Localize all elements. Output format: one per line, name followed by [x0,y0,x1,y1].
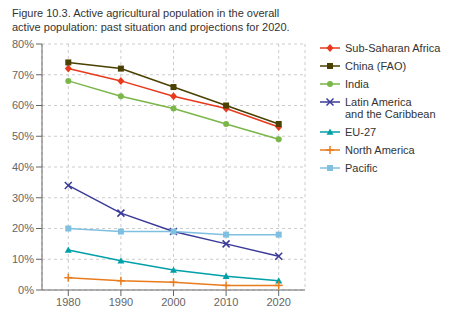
html-text:Figure 10.3. Active agricultur: Figure 10.3. Active agricultural populat… [12,7,280,19]
svg-text:0%: 0% [18,284,34,296]
svg-text:50%: 50% [12,130,34,142]
svg-text:1980: 1980 [56,296,80,308]
html-text:active population: past situat: active population: past situation and pr… [12,21,290,33]
html-text:Pacific: Pacific [345,162,378,174]
html-text:Latin America: Latin America [345,96,412,108]
html-text:North America: North America [345,144,415,156]
html-text:China (FAO): China (FAO) [345,60,407,72]
svg-text:30%: 30% [12,192,34,204]
html-text:EU-27: EU-27 [345,126,377,138]
html-text:India: India [345,78,369,90]
svg-text:10%: 10% [12,253,34,265]
svg-text:2020: 2020 [266,296,290,308]
svg-text:80%: 80% [12,38,34,50]
svg-text:2010: 2010 [214,296,238,308]
svg-text:2000: 2000 [161,296,185,308]
svg-text:20%: 20% [12,222,34,234]
svg-text:1990: 1990 [109,296,133,308]
html-text:and the Caribbean: and the Caribbean [345,108,436,120]
svg-text:40%: 40% [12,161,34,173]
html-text:Sub-Saharan Africa: Sub-Saharan Africa [345,42,441,54]
svg-text:60%: 60% [12,99,34,111]
svg-text:70%: 70% [12,69,34,81]
